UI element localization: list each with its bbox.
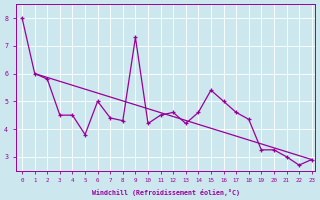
X-axis label: Windchill (Refroidissement éolien,°C): Windchill (Refroidissement éolien,°C) bbox=[92, 189, 240, 196]
